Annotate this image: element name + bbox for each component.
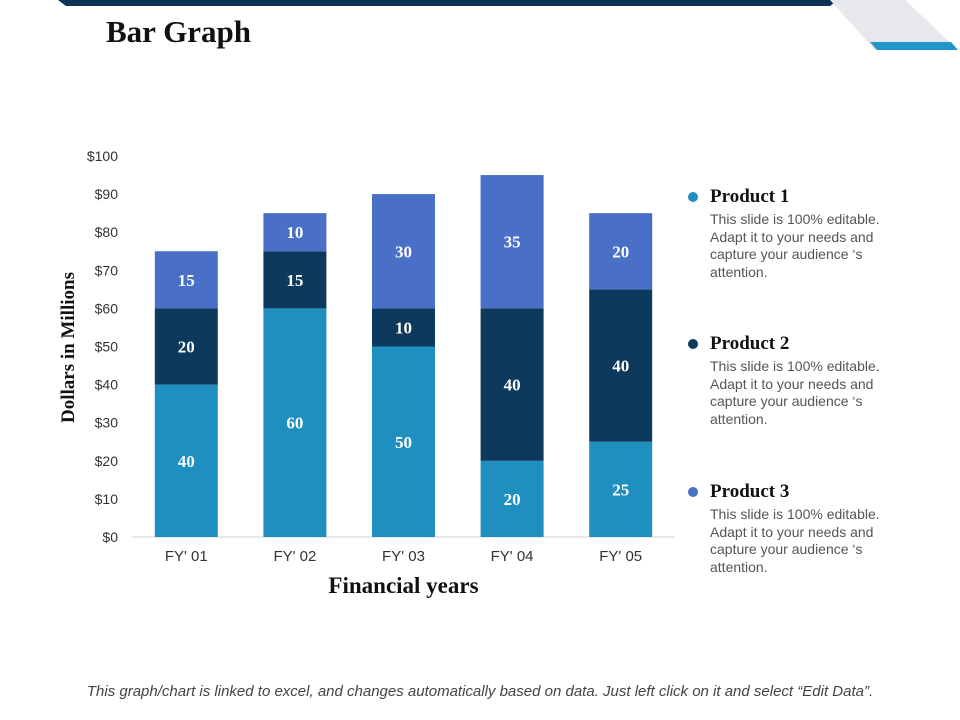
data-label: 15 [286,271,303,290]
legend-name: Product 2 [710,333,790,354]
data-label: 35 [504,233,521,252]
bar-segment [372,194,435,309]
corner-accent-stripe [870,42,958,50]
legend-description: This slide is 100% editable. Adapt it to… [710,506,880,575]
legend-dot-icon [688,192,698,202]
bar-segment [263,251,327,309]
data-label: 10 [286,223,303,242]
data-label: 50 [395,433,412,452]
bar-segment [589,289,653,442]
legend-name: Product 3 [710,481,790,502]
y-tick-label: $50 [95,339,119,355]
data-label: 10 [395,318,412,337]
header-decoration [58,0,958,50]
bar-segment [372,308,435,347]
legend-name: Product 1 [710,186,790,207]
legend-dot-icon [688,487,698,497]
top-bar [58,0,838,6]
data-label: 20 [504,490,521,509]
page-title: Bar Graph [106,14,251,49]
bar-segment [589,441,653,537]
x-tick-label: FY' 01 [165,548,208,565]
legend-dot-icon [688,339,698,349]
bar-segment [372,346,435,537]
footnote: This graph/chart is linked to excel, and… [86,683,874,700]
bar-segment [154,308,218,385]
y-tick-label: $20 [95,453,119,469]
y-tick-label: $40 [95,377,119,393]
bar-segment [589,213,653,290]
bar-segment [263,308,327,537]
x-tick-label: FY' 02 [273,548,316,565]
data-label: 30 [395,242,412,261]
corner-shape-light [830,0,958,50]
bar-segment [480,308,544,461]
y-tick-label: $60 [95,300,119,316]
data-label: 25 [612,480,629,499]
x-tick-label: FY' 03 [382,548,425,565]
bar-segment [480,175,544,309]
y-tick-label: $90 [95,186,119,202]
data-label: 40 [178,452,195,471]
y-tick-label: $30 [95,415,119,431]
y-tick-label: $0 [102,529,118,545]
data-label: 15 [178,271,195,290]
bar-segment [154,384,218,537]
x-axis-title: Financial years [328,573,478,598]
y-tick-label: $10 [95,491,119,507]
bar-segment [480,460,544,537]
y-tick-label: $80 [95,224,119,240]
data-label: 40 [504,376,521,395]
data-label: 20 [178,338,195,357]
x-tick-label: FY' 04 [491,548,534,565]
y-axis-title: Dollars in Millions [58,272,79,423]
legend-description: This slide is 100% editable. Adapt it to… [710,211,880,280]
x-tick-label: FY' 05 [599,548,642,565]
data-label: 40 [612,357,629,376]
bar-segment [154,251,218,309]
bar-segment [263,213,327,252]
y-tick-label: $100 [87,148,118,164]
data-label: 20 [612,242,629,261]
legend-description: This slide is 100% editable. Adapt it to… [710,358,880,427]
data-label: 60 [286,414,303,433]
y-tick-label: $70 [95,262,119,278]
